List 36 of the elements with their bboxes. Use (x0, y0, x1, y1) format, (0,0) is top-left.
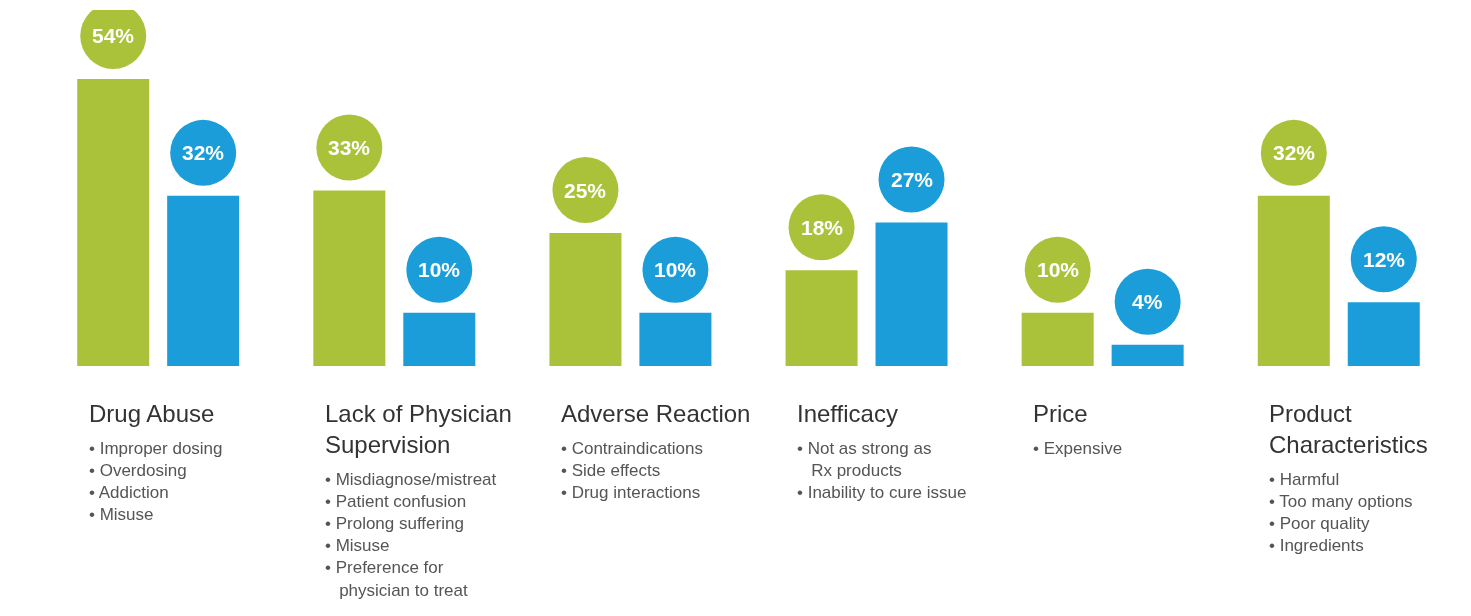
bar (785, 270, 858, 366)
text: • Expensive (1033, 439, 1123, 458)
text: • Not as strong as Rx products • Inability to cure issue (797, 439, 967, 503)
data-label: 32% (1273, 141, 1316, 164)
data-label: 32% (182, 141, 225, 164)
x-tick-label: Inefficacy (797, 400, 898, 427)
data-label: 54% (92, 24, 135, 47)
data-label: 10% (1037, 258, 1080, 281)
data-label: 10% (418, 258, 461, 281)
data-label: 25% (564, 179, 607, 202)
data-label: 18% (801, 216, 844, 239)
data-label: 12% (1363, 248, 1406, 271)
bar (1111, 344, 1184, 366)
data-label: 33% (328, 136, 371, 159)
bar (77, 78, 150, 366)
text: • Improper dosing • Overdosing • Addiction • Misuse (89, 439, 223, 525)
data-label: 4% (1132, 290, 1163, 313)
bar (313, 190, 386, 366)
bar (549, 233, 622, 366)
bar (1021, 312, 1094, 366)
text: • Contraindications • Side effects • Drug interactions (561, 439, 704, 503)
x-tick-label: Product Characteristics (1269, 400, 1428, 459)
bar (1257, 195, 1330, 366)
bar (403, 312, 476, 366)
x-tick-label: Lack of Physician Supervision (325, 400, 512, 459)
bar (875, 222, 948, 366)
bar (639, 312, 712, 366)
text: • Misdiagnose/mistreat • Patient confusion • Prolong suffering • Misuse • Preference for physician to treat (325, 470, 497, 600)
bar (167, 195, 240, 366)
data-label: 27% (891, 168, 934, 191)
bar (1347, 302, 1420, 366)
x-tick-label: Drug Abuse (89, 400, 215, 427)
data-label: 10% (654, 258, 697, 281)
x-tick-label: Adverse Reaction (561, 400, 751, 427)
text: • Harmful • Too many options • Poor quality • Ingredients (1269, 470, 1413, 556)
x-tick-label: Price (1033, 400, 1088, 427)
